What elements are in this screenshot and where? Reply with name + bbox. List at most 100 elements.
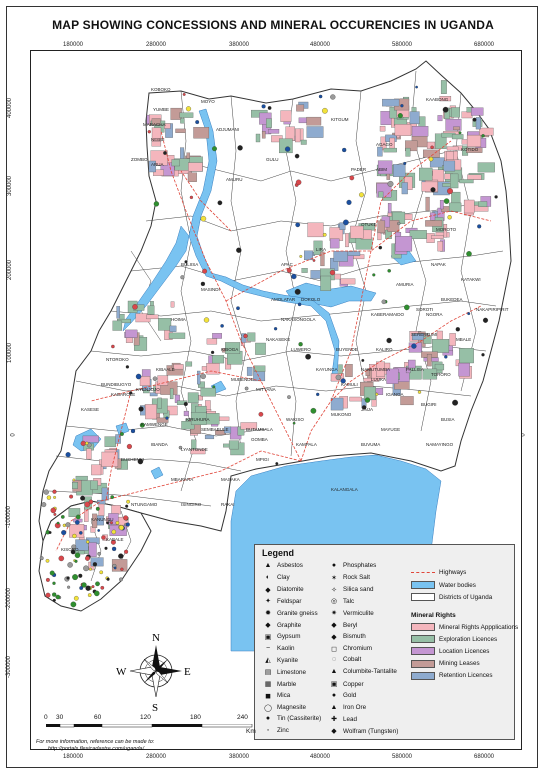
concession-block[interactable] bbox=[349, 396, 362, 402]
concession-block[interactable] bbox=[478, 201, 488, 207]
concession-block[interactable] bbox=[426, 354, 432, 367]
concession-block[interactable] bbox=[75, 539, 89, 551]
concession-block[interactable] bbox=[139, 376, 151, 386]
concession-block[interactable] bbox=[461, 111, 473, 119]
concession-block[interactable] bbox=[393, 164, 406, 177]
concession-block[interactable] bbox=[423, 149, 440, 158]
concession-block[interactable] bbox=[72, 482, 78, 489]
concession-block[interactable] bbox=[377, 160, 393, 175]
concession-block[interactable] bbox=[147, 305, 155, 315]
concession-block[interactable] bbox=[90, 557, 104, 567]
concession-block[interactable] bbox=[421, 181, 438, 192]
concession-block[interactable] bbox=[111, 505, 121, 515]
concession-block[interactable] bbox=[376, 361, 385, 377]
concession-block[interactable] bbox=[451, 107, 460, 118]
concession-block[interactable] bbox=[306, 126, 324, 138]
concession-block[interactable] bbox=[180, 147, 185, 161]
concession-block[interactable] bbox=[333, 251, 348, 262]
concession-block[interactable] bbox=[400, 396, 414, 406]
concession-block[interactable] bbox=[434, 363, 445, 371]
concession-block[interactable] bbox=[200, 387, 216, 397]
concession-block[interactable] bbox=[467, 174, 482, 180]
concession-block[interactable] bbox=[395, 236, 413, 252]
concession-block[interactable] bbox=[188, 162, 203, 172]
concession-block[interactable] bbox=[401, 182, 408, 195]
concession-block[interactable] bbox=[419, 167, 433, 181]
concession-block[interactable] bbox=[171, 159, 180, 167]
concession-block[interactable] bbox=[446, 146, 459, 151]
concession-block[interactable] bbox=[437, 115, 443, 122]
concession-block[interactable] bbox=[306, 116, 322, 126]
concession-block[interactable] bbox=[206, 338, 218, 345]
concession-block[interactable] bbox=[228, 440, 239, 450]
concession-block[interactable] bbox=[330, 397, 344, 411]
concession-block[interactable] bbox=[175, 128, 186, 133]
concession-block[interactable] bbox=[268, 129, 280, 134]
concession-block[interactable] bbox=[451, 191, 461, 204]
concession-block[interactable] bbox=[69, 524, 85, 538]
concession-block[interactable] bbox=[168, 332, 186, 339]
concession-block[interactable] bbox=[437, 241, 443, 252]
concession-block[interactable] bbox=[170, 301, 175, 308]
concession-block[interactable] bbox=[148, 160, 156, 173]
concession-block[interactable] bbox=[300, 139, 307, 145]
concession-block[interactable] bbox=[394, 124, 412, 136]
concession-block[interactable] bbox=[453, 126, 460, 131]
concession-block[interactable] bbox=[363, 386, 376, 401]
concession-block[interactable] bbox=[240, 422, 258, 430]
concession-block[interactable] bbox=[116, 306, 120, 319]
concession-block[interactable] bbox=[190, 412, 207, 425]
concession-block[interactable] bbox=[387, 212, 392, 217]
concession-block[interactable] bbox=[225, 342, 241, 354]
concession-block[interactable] bbox=[181, 421, 195, 430]
concession-block[interactable] bbox=[82, 435, 99, 443]
concession-block[interactable] bbox=[471, 107, 484, 116]
concession-block[interactable] bbox=[92, 513, 98, 528]
concession-block[interactable] bbox=[187, 392, 199, 404]
concession-block[interactable] bbox=[378, 191, 384, 198]
concession-block[interactable] bbox=[425, 220, 443, 227]
concession-block[interactable] bbox=[443, 160, 456, 172]
concession-block[interactable] bbox=[350, 225, 364, 239]
more-info-link[interactable]: http://portals.flexicadastre.com/uganda/ bbox=[48, 746, 144, 752]
concession-block[interactable] bbox=[88, 542, 97, 557]
concession-block[interactable] bbox=[101, 451, 119, 467]
concession-block[interactable] bbox=[68, 508, 81, 517]
concession-block[interactable] bbox=[382, 98, 400, 107]
concession-block[interactable] bbox=[173, 364, 184, 370]
concession-block[interactable] bbox=[320, 275, 332, 291]
concession-block[interactable] bbox=[440, 80, 447, 94]
concession-block[interactable] bbox=[266, 118, 272, 128]
concession-block[interactable] bbox=[307, 222, 324, 238]
concession-block[interactable] bbox=[151, 127, 162, 142]
concession-block[interactable] bbox=[479, 127, 494, 136]
concession-block[interactable] bbox=[146, 314, 159, 320]
concession-block[interactable] bbox=[377, 220, 386, 234]
concession-block[interactable] bbox=[78, 550, 85, 555]
concession-block[interactable] bbox=[409, 230, 427, 239]
concession-block[interactable] bbox=[247, 332, 256, 342]
concession-block[interactable] bbox=[253, 365, 266, 372]
concession-block[interactable] bbox=[423, 336, 432, 344]
concession-block[interactable] bbox=[377, 146, 383, 157]
concession-block[interactable] bbox=[158, 318, 172, 331]
mineral-concessions[interactable] bbox=[68, 80, 495, 572]
concession-block[interactable] bbox=[280, 110, 292, 122]
concession-block[interactable] bbox=[255, 133, 261, 143]
concession-block[interactable] bbox=[383, 147, 397, 153]
concession-block[interactable] bbox=[180, 118, 185, 124]
concession-block[interactable] bbox=[363, 377, 380, 382]
concession-block[interactable] bbox=[411, 126, 429, 137]
concession-block[interactable] bbox=[204, 434, 215, 440]
concession-block[interactable] bbox=[112, 320, 123, 331]
concession-block[interactable] bbox=[145, 404, 157, 420]
concession-block[interactable] bbox=[224, 426, 232, 434]
concession-block[interactable] bbox=[386, 368, 399, 384]
concession-block[interactable] bbox=[295, 128, 301, 143]
concession-block[interactable] bbox=[463, 199, 475, 214]
concession-block[interactable] bbox=[439, 200, 444, 210]
concession-block[interactable] bbox=[449, 333, 456, 346]
concession-block[interactable] bbox=[477, 162, 495, 173]
concession-block[interactable] bbox=[179, 112, 194, 118]
concession-block[interactable] bbox=[405, 140, 418, 152]
